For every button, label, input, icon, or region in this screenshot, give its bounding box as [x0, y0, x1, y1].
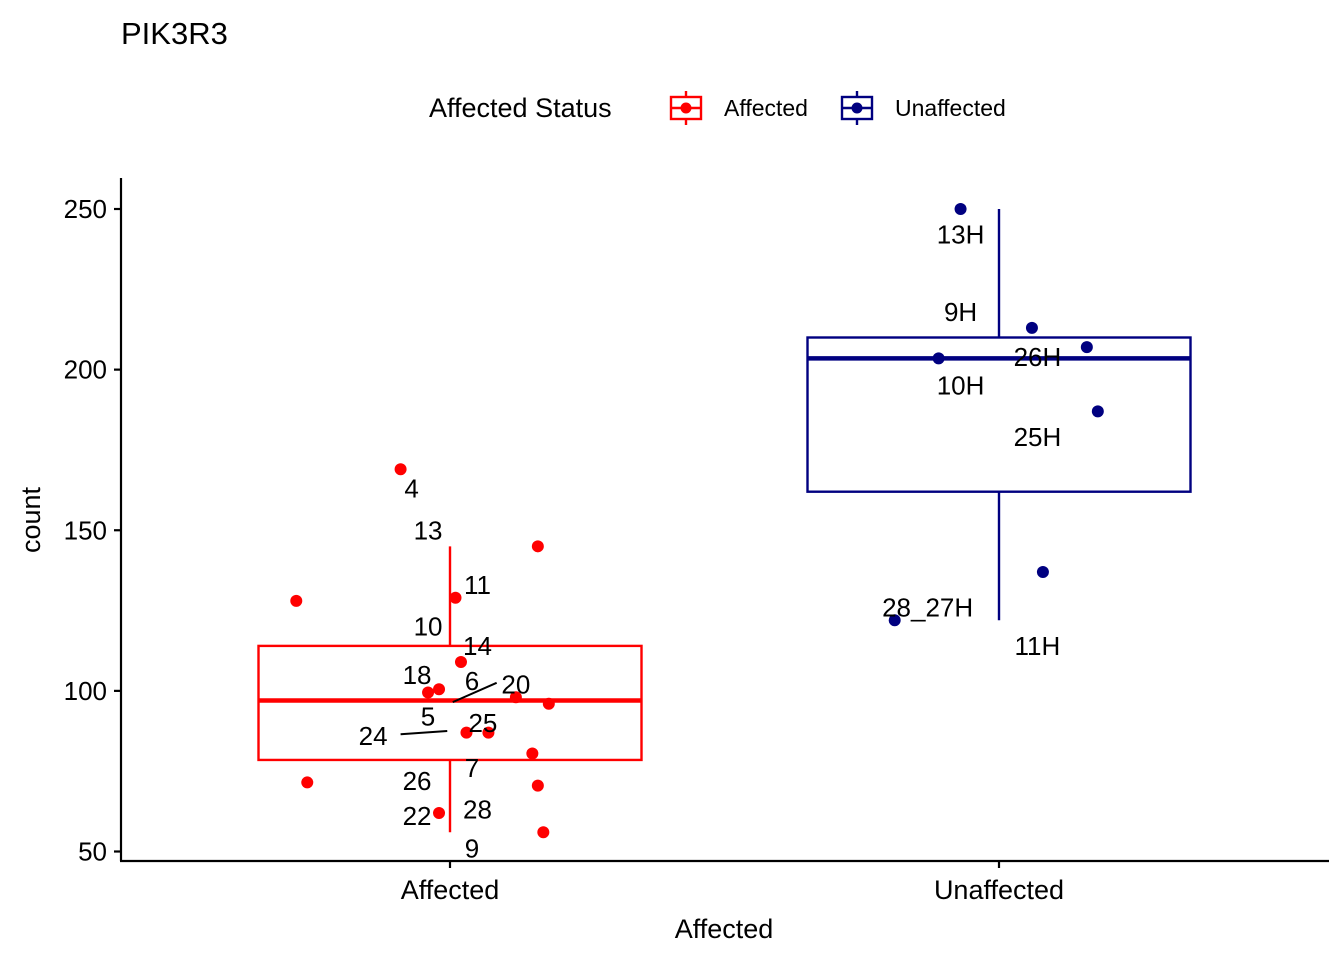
data-point — [526, 747, 539, 760]
point-label: 7 — [465, 753, 479, 783]
point-labels: 4 13 10 11 14 18 6 20 5 25 24 7 26 28 22 9 13H 9H 26H 10H 25… — [359, 220, 1062, 864]
point-label: 25H — [1014, 422, 1062, 452]
point-label: 24 — [359, 721, 388, 751]
point-label: 20 — [501, 669, 530, 699]
x-axis-label: Affected — [675, 914, 774, 944]
point-label: 28_27H — [882, 592, 973, 622]
point-label: 26H — [1014, 342, 1062, 372]
legend-key-affected — [669, 91, 703, 125]
point-label: 10 — [414, 612, 443, 642]
axes — [119, 178, 1329, 863]
data-point — [454, 655, 467, 668]
data-point — [290, 594, 303, 607]
y-axis-label: count — [16, 486, 46, 553]
data-point — [1080, 341, 1093, 354]
data-point — [422, 686, 435, 699]
legend-title: Affected Status — [429, 93, 612, 123]
y-ticks: 50 100 150 200 250 — [64, 194, 121, 867]
point-label: 14 — [463, 631, 492, 661]
data-point — [509, 691, 522, 704]
data-point — [1091, 405, 1104, 418]
data-point — [433, 806, 446, 819]
data-points — [290, 203, 1104, 839]
x-tick-label: Affected — [401, 875, 500, 905]
point-label: 9 — [465, 833, 479, 863]
box-iqr — [806, 336, 1192, 493]
boxes — [257, 209, 1192, 833]
data-point — [394, 463, 407, 476]
y-tick-label: 100 — [64, 676, 107, 706]
legend: Affected Status Affected Unaffected — [429, 91, 1006, 125]
x-tick-label: Unaffected — [934, 875, 1064, 905]
data-point — [888, 614, 901, 627]
data-point — [537, 826, 550, 839]
point-label: 6 — [465, 666, 479, 696]
box-affected — [257, 546, 643, 833]
legend-label: Unaffected — [895, 95, 1006, 121]
data-point — [433, 683, 446, 696]
data-point — [482, 726, 495, 739]
data-point — [301, 776, 314, 789]
point-label: 4 — [404, 473, 418, 503]
point-label: 18 — [403, 660, 432, 690]
box-unaffected — [806, 209, 1192, 621]
point-label: 11 — [464, 570, 491, 600]
box-iqr — [257, 644, 643, 762]
data-point — [1025, 321, 1038, 334]
point-label: 22 — [403, 801, 432, 831]
y-tick-label: 200 — [64, 355, 107, 385]
legend-point-glyph — [851, 102, 863, 114]
data-point — [449, 591, 462, 604]
legend-label: Affected — [724, 95, 808, 121]
y-tick-label: 250 — [64, 194, 107, 224]
data-point — [954, 203, 967, 215]
point-label: 11H — [1015, 631, 1061, 661]
chart-title: PIK3R3 — [121, 16, 228, 51]
y-tick-label: 50 — [78, 837, 107, 867]
x-ticks: Affected Unaffected — [401, 861, 1064, 905]
data-point — [542, 697, 555, 710]
legend-point-glyph — [680, 102, 692, 114]
point-label: 28 — [463, 795, 492, 825]
data-point — [932, 352, 945, 365]
data-point — [531, 540, 544, 553]
y-tick-label: 150 — [64, 515, 107, 545]
data-point — [1036, 566, 1049, 579]
point-label: 5 — [421, 702, 435, 732]
point-label: 9H — [944, 297, 977, 327]
legend-key-unaffected — [840, 91, 874, 125]
point-label: 10H — [937, 371, 985, 401]
point-label: 13H — [937, 220, 985, 250]
data-point — [531, 779, 544, 792]
point-label: 25 — [468, 708, 497, 738]
label-leader-line — [452, 681, 498, 704]
point-label: 13 — [414, 515, 443, 545]
data-point — [460, 726, 473, 739]
point-label: 26 — [403, 766, 432, 796]
label-leader-line — [400, 730, 448, 736]
label-leader-lines — [400, 681, 498, 736]
